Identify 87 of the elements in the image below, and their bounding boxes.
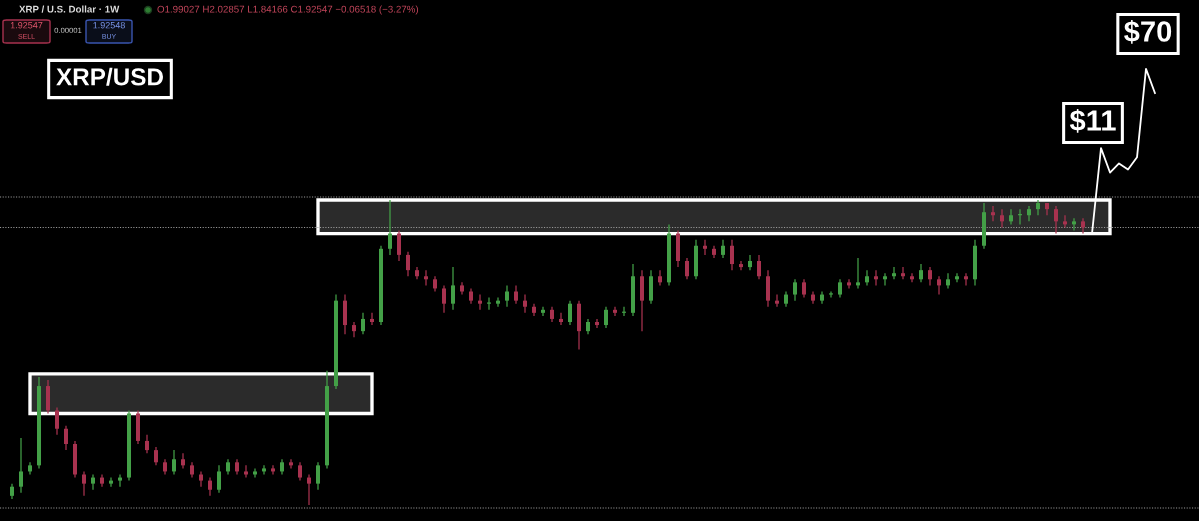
candlestick	[298, 461, 302, 482]
candlestick	[964, 272, 968, 287]
candlestick	[451, 266, 455, 311]
candlestick	[955, 272, 959, 283]
text: $11	[1069, 108, 1116, 133]
candlestick	[487, 296, 491, 311]
candlestick	[316, 461, 320, 491]
candlestick	[1036, 199, 1040, 216]
candlestick	[397, 229, 401, 262]
candlestick	[1054, 205, 1058, 235]
candlestick	[154, 446, 158, 466]
candlestick	[658, 269, 662, 287]
candlestick	[199, 470, 203, 488]
candlestick	[1000, 208, 1004, 229]
chart-title: XRP/USD	[56, 67, 163, 86]
candlestick	[685, 257, 689, 280]
candlestick	[991, 205, 995, 222]
candlestick	[217, 464, 221, 494]
candlestick	[109, 476, 113, 488]
candlestick	[604, 306, 608, 329]
candlestick	[739, 260, 743, 271]
candlestick	[829, 290, 833, 299]
candlestick	[91, 473, 95, 491]
candlestick	[748, 254, 752, 271]
candlestick	[568, 300, 572, 326]
candlestick	[721, 239, 725, 259]
candlestick	[937, 275, 941, 296]
candlestick	[883, 272, 887, 287]
candlestick	[613, 306, 617, 317]
candlestick	[559, 312, 563, 326]
candlestick	[55, 406, 59, 436]
text: XRP / U.S. Dollar · 1W	[19, 5, 120, 13]
candlestick	[496, 296, 500, 308]
candlestick	[901, 266, 905, 280]
candlestick	[361, 312, 365, 335]
candlestick	[370, 312, 374, 326]
candlestick	[406, 251, 410, 277]
candlestick	[28, 461, 32, 476]
candlestick	[1027, 205, 1031, 222]
candlestick	[730, 239, 734, 271]
candlestick	[1063, 214, 1067, 229]
candlestick	[1009, 208, 1013, 226]
candlestick	[541, 306, 545, 317]
candlestick	[523, 293, 527, 314]
candlestick	[1072, 217, 1076, 232]
candlestick	[442, 284, 446, 314]
candlestick	[595, 318, 599, 329]
candlestick	[262, 464, 266, 476]
candlestick	[424, 269, 428, 287]
candlestick	[352, 321, 356, 338]
candlestick	[838, 278, 842, 299]
candlestick	[118, 473, 122, 488]
candlestick	[946, 272, 950, 290]
candlestick	[703, 239, 707, 256]
candlestick	[19, 437, 23, 494]
candlestick	[388, 199, 392, 256]
candlestick	[1081, 217, 1085, 235]
candlestick	[802, 278, 806, 299]
candlestick	[910, 272, 914, 283]
candlestick	[181, 452, 185, 470]
candlestick	[64, 425, 68, 451]
candlestick	[775, 293, 779, 308]
candlestick	[478, 293, 482, 311]
candlestick	[145, 434, 149, 454]
candlestick	[172, 449, 176, 476]
candlestick	[271, 464, 275, 476]
candlestick	[289, 458, 293, 470]
candlestick	[928, 266, 932, 287]
candlestick	[865, 269, 869, 287]
text: 1.92547	[10, 22, 43, 29]
candlestick	[757, 254, 761, 280]
candlestick	[919, 263, 923, 283]
candlestick	[505, 284, 509, 308]
candlestick	[253, 467, 257, 479]
candlestick	[208, 476, 212, 497]
text: O1.99027 H2.02857 L1.84166 C1.92547 −0.06518 (−3.27%)	[157, 5, 419, 15]
candlestick	[82, 470, 86, 497]
candlestick	[874, 269, 878, 287]
candlestick	[514, 284, 518, 305]
candlestick	[307, 473, 311, 506]
candlestick	[892, 266, 896, 280]
text: $70	[1124, 19, 1172, 44]
candlestick	[856, 257, 860, 290]
candlestick	[244, 464, 248, 479]
candlestick	[847, 278, 851, 290]
text: 1.92548	[93, 22, 125, 29]
candlestick	[793, 278, 797, 302]
